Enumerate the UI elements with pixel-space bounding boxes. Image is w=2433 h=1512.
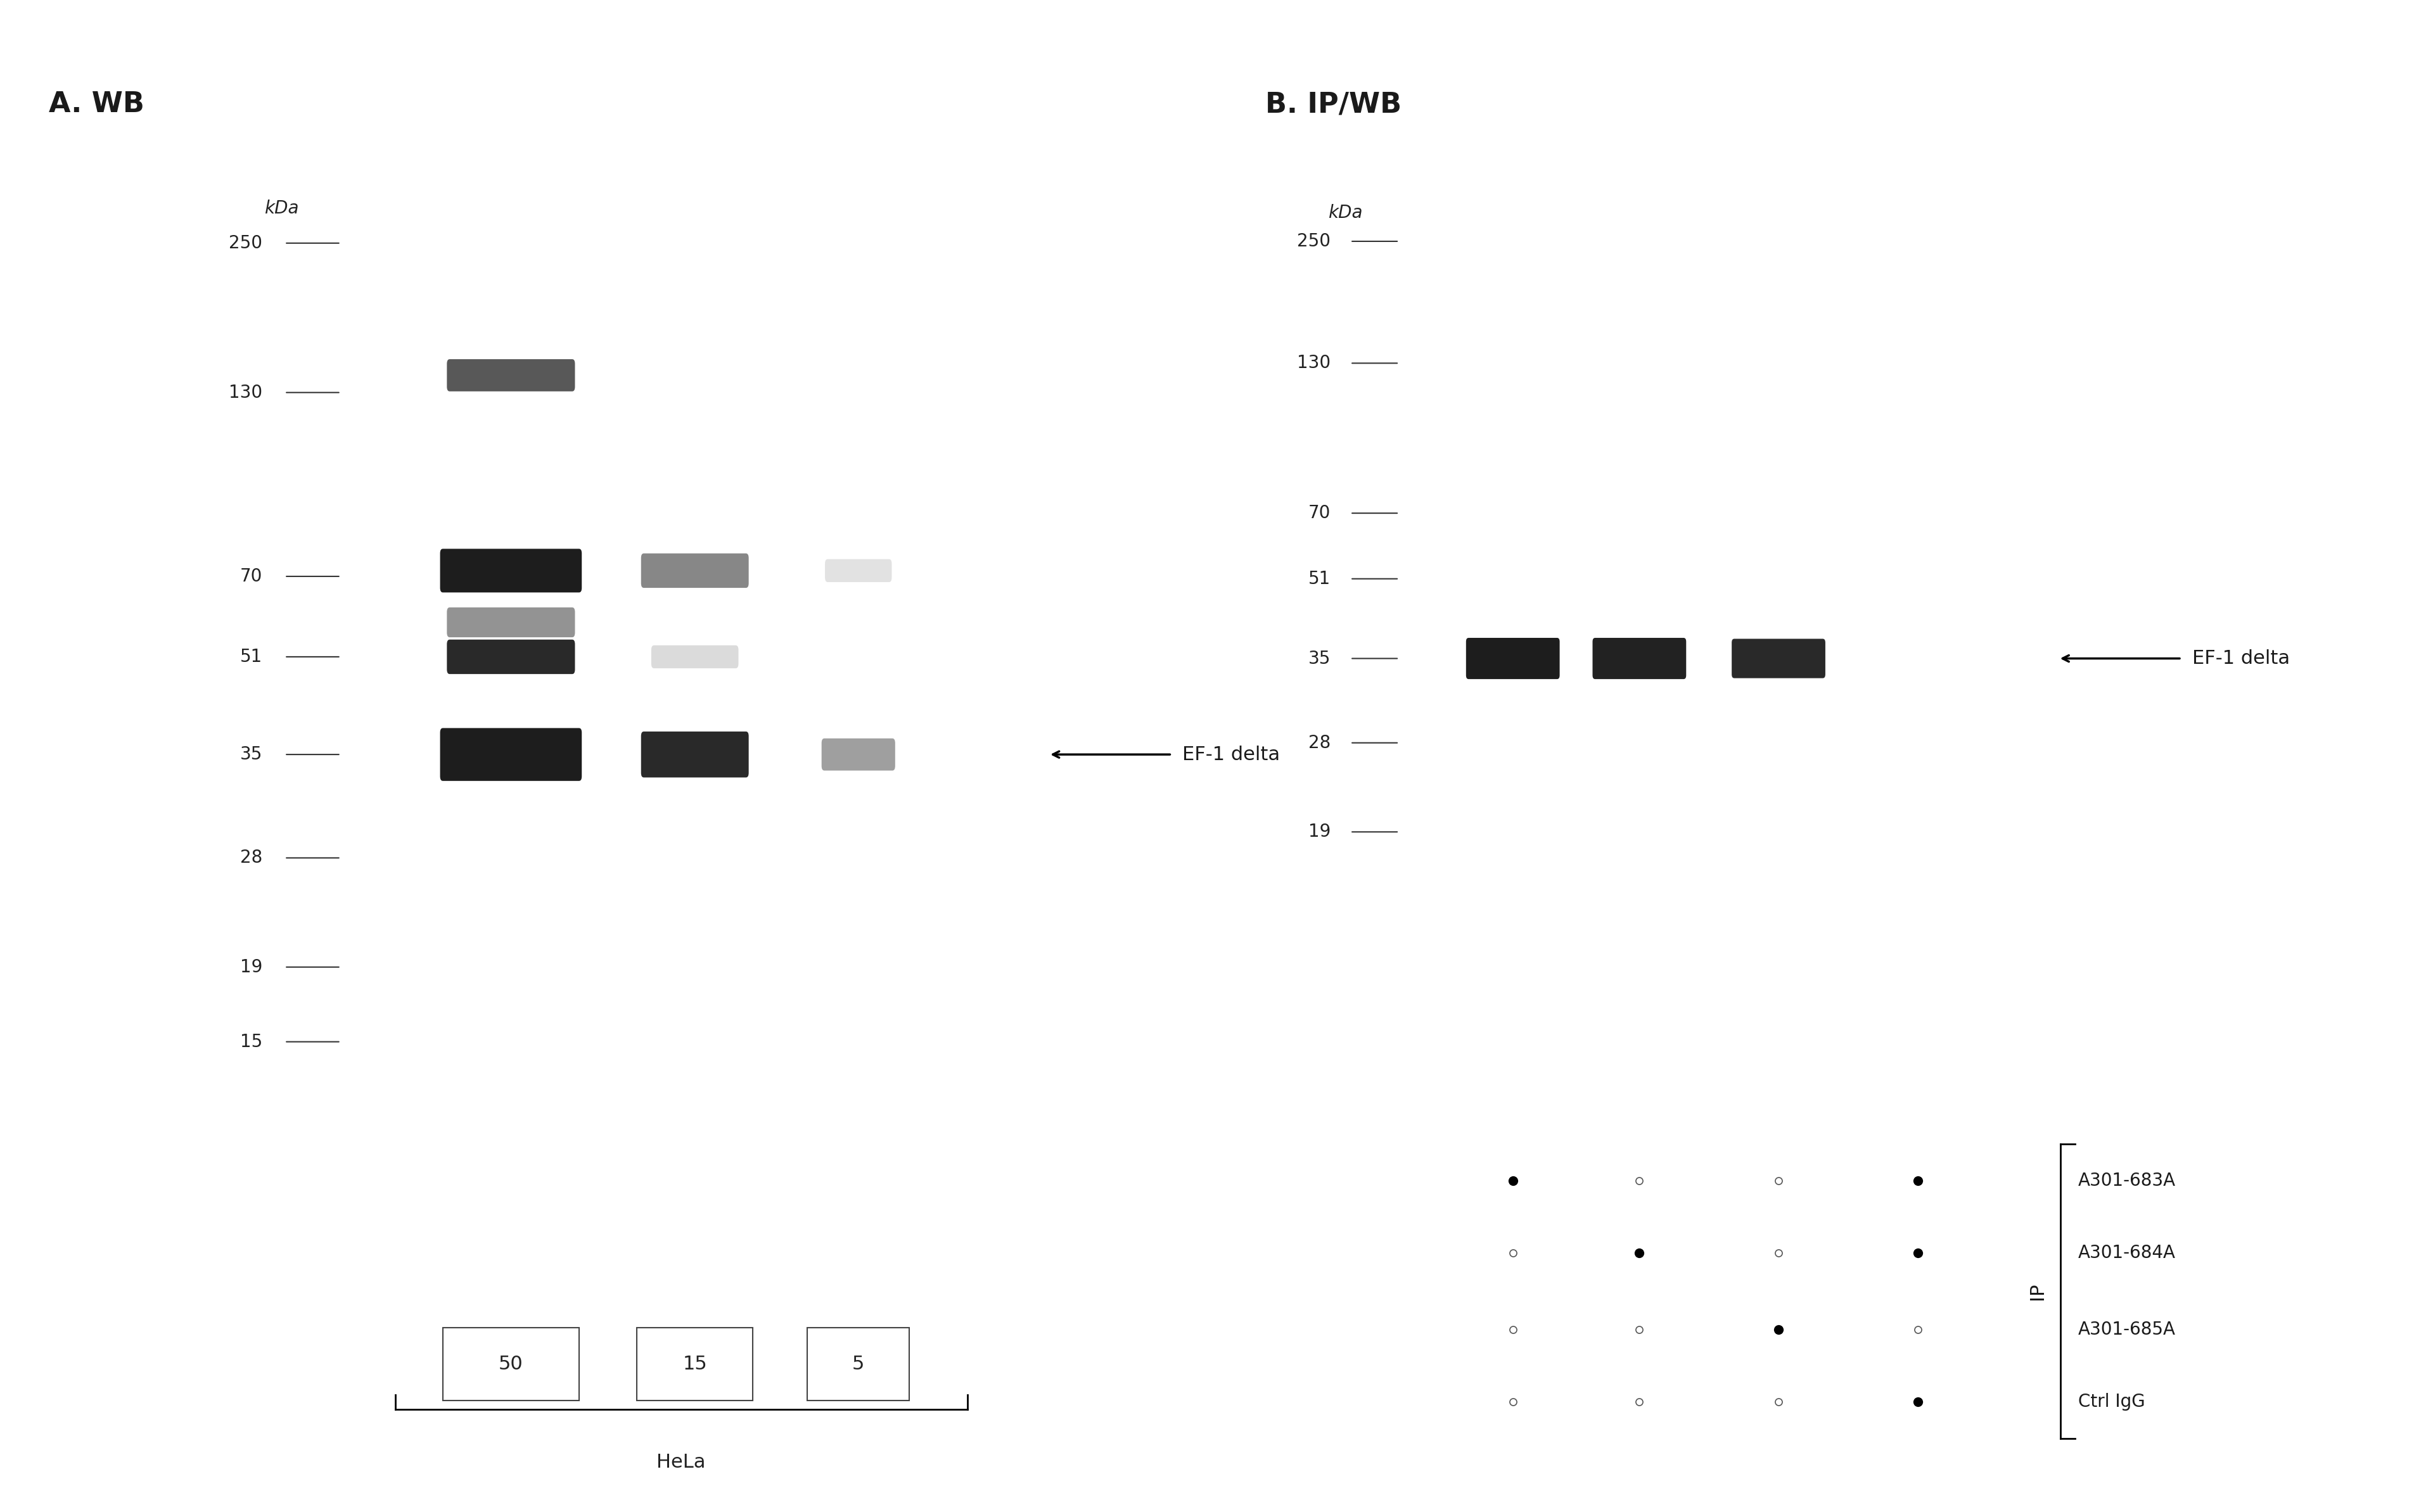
FancyBboxPatch shape [652, 646, 740, 668]
Text: kDa: kDa [1328, 204, 1362, 222]
FancyBboxPatch shape [640, 732, 749, 777]
FancyBboxPatch shape [440, 549, 581, 593]
FancyBboxPatch shape [825, 559, 893, 582]
Text: kDa: kDa [265, 200, 299, 218]
Text: 35: 35 [241, 745, 263, 764]
Text: HeLa: HeLa [657, 1453, 706, 1471]
FancyBboxPatch shape [1732, 638, 1825, 679]
Text: 19: 19 [241, 959, 263, 975]
FancyBboxPatch shape [808, 1328, 910, 1400]
Text: A. WB: A. WB [49, 91, 144, 118]
Text: 28: 28 [1309, 733, 1331, 751]
Text: 51: 51 [1309, 570, 1331, 588]
FancyBboxPatch shape [822, 738, 895, 771]
Text: 70: 70 [241, 567, 263, 585]
Text: 250: 250 [229, 234, 263, 253]
Text: EF-1 delta: EF-1 delta [1182, 745, 1280, 764]
Text: Ctrl IgG: Ctrl IgG [2078, 1393, 2146, 1411]
FancyBboxPatch shape [637, 1328, 752, 1400]
Text: 5: 5 [852, 1355, 864, 1373]
Text: A301-684A: A301-684A [2078, 1244, 2175, 1263]
FancyBboxPatch shape [448, 360, 574, 392]
Text: 130: 130 [229, 384, 263, 401]
FancyBboxPatch shape [440, 729, 581, 780]
FancyBboxPatch shape [1594, 638, 1686, 679]
FancyBboxPatch shape [640, 553, 749, 588]
Text: 50: 50 [499, 1355, 523, 1373]
FancyBboxPatch shape [1467, 638, 1560, 679]
Text: 250: 250 [1297, 233, 1331, 249]
Text: 51: 51 [241, 649, 263, 665]
Text: EF-1 delta: EF-1 delta [2192, 649, 2289, 668]
Text: 70: 70 [1309, 505, 1331, 522]
FancyBboxPatch shape [443, 1328, 579, 1400]
Text: IP: IP [2029, 1282, 2046, 1300]
Text: A301-685A: A301-685A [2078, 1320, 2175, 1338]
Text: 35: 35 [1309, 650, 1331, 667]
Text: A301-683A: A301-683A [2078, 1172, 2175, 1190]
Text: 130: 130 [1297, 354, 1331, 372]
Text: 19: 19 [1309, 823, 1331, 841]
FancyBboxPatch shape [448, 640, 574, 674]
Text: 15: 15 [684, 1355, 708, 1373]
Text: B. IP/WB: B. IP/WB [1265, 91, 1401, 118]
Text: 28: 28 [241, 850, 263, 866]
Text: 15: 15 [241, 1033, 263, 1051]
FancyBboxPatch shape [448, 608, 574, 637]
